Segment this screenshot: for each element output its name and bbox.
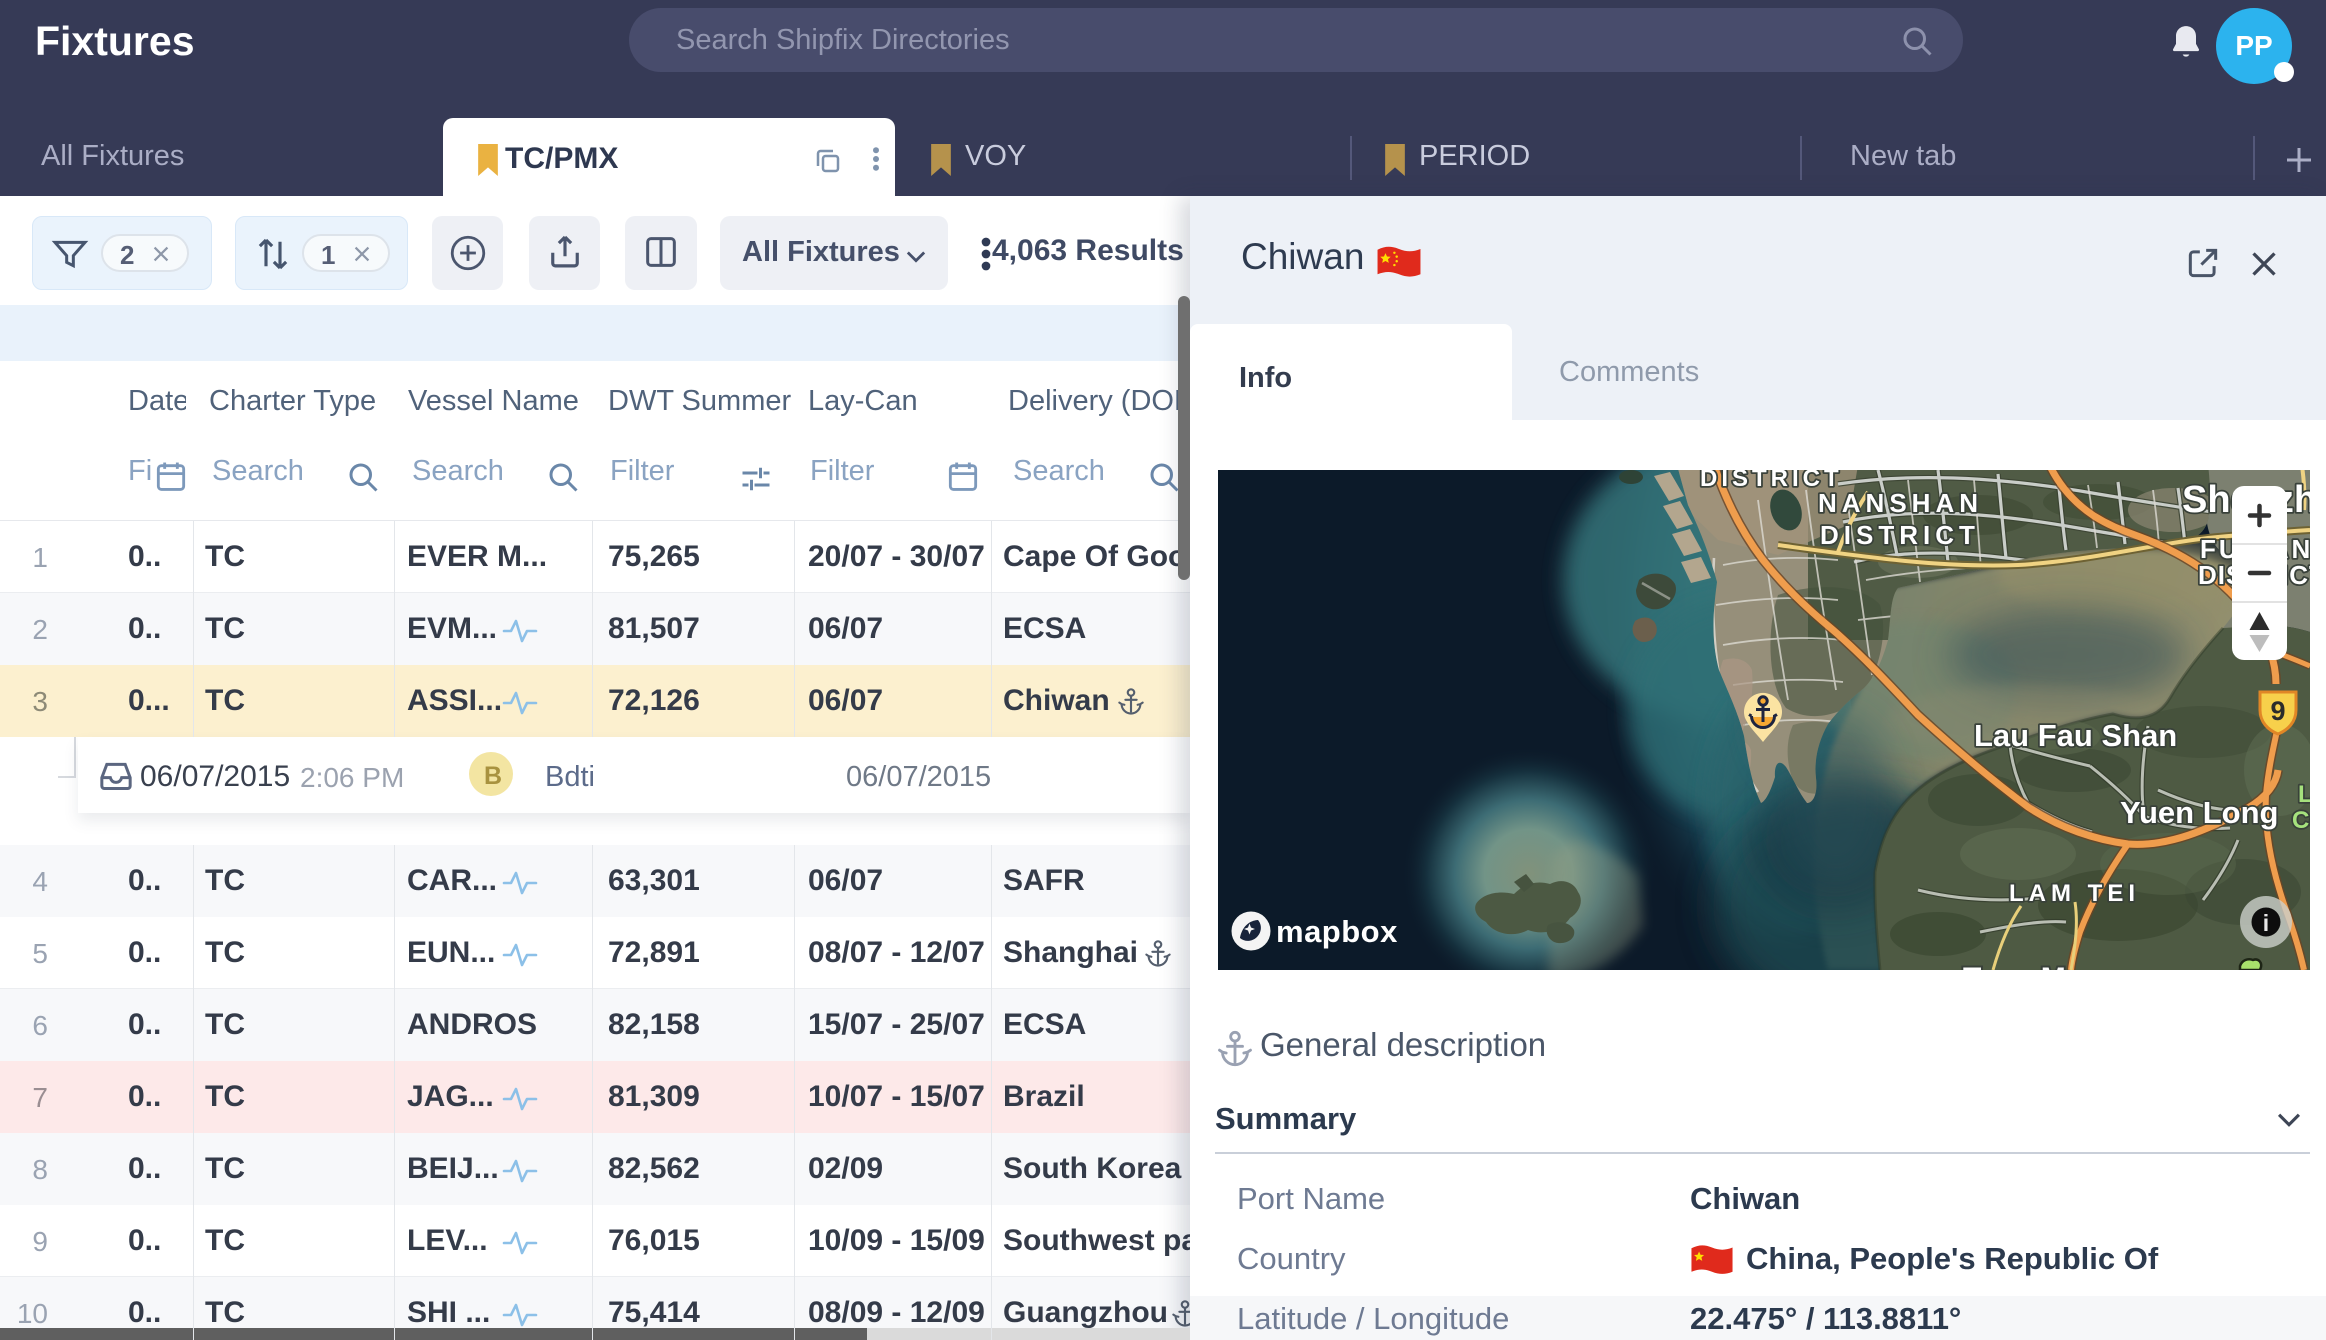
svg-text:Yuen Long: Yuen Long: [2120, 795, 2278, 830]
svg-text:DISTRICT: DISTRICT: [1700, 470, 1843, 492]
svg-text:LAM TEI: LAM TEI: [2009, 880, 2140, 907]
svg-text:DISTRICT: DISTRICT: [1820, 520, 1980, 550]
svg-text:mapbox: mapbox: [1276, 914, 1398, 949]
svg-text:La: La: [2298, 781, 2310, 808]
svg-text:Lau Fau Shan: Lau Fau Shan: [1974, 718, 2177, 753]
svg-text:NANSHAN: NANSHAN: [1818, 488, 1983, 518]
svg-text:Tuen Mun: Tuen Mun: [1963, 962, 2102, 970]
svg-text:9: 9: [2270, 696, 2285, 726]
svg-text:Cou: Cou: [2292, 807, 2310, 834]
svg-text:i: i: [2263, 910, 2269, 936]
